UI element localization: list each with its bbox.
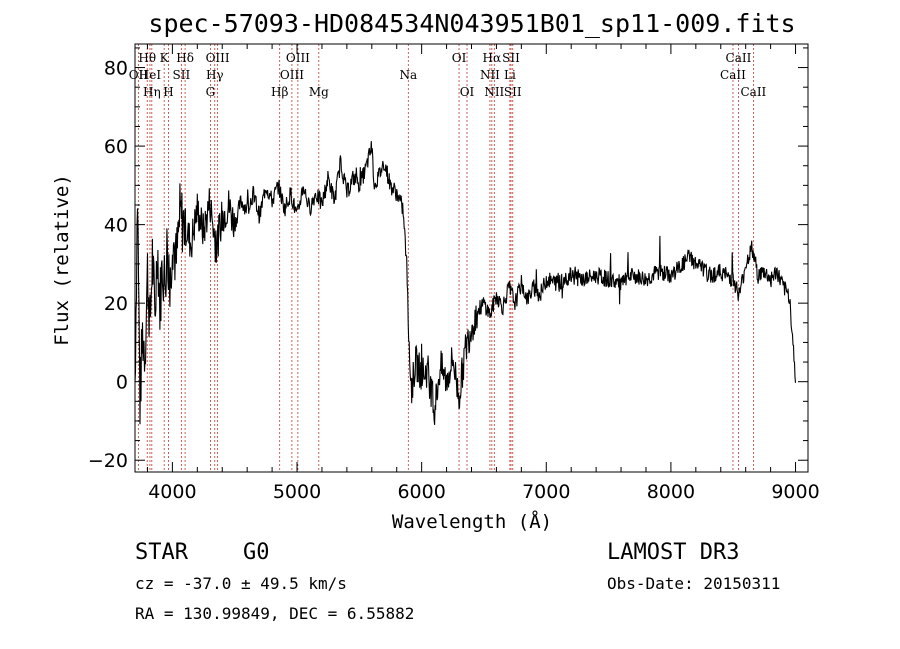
x-axis-label: Wavelength (Å): [392, 510, 552, 533]
spectral-lines: [137, 44, 754, 472]
spectral-line-label: Na: [399, 68, 417, 82]
spectral-line-label: G: [206, 85, 216, 99]
spectrum-series-line: [134, 141, 797, 425]
object-class: STAR: [135, 540, 189, 565]
spectral-line-label: OIII: [206, 51, 230, 65]
spectral-line-label: H: [163, 85, 173, 99]
coordinates: RA = 130.99849, DEC = 6.55882: [135, 604, 414, 623]
y-tick-label: 20: [104, 293, 128, 315]
spectral-line-label: OI: [460, 85, 475, 99]
x-tick-label: 6000: [397, 481, 445, 503]
y-tick-label: 40: [104, 215, 128, 237]
spectral-line-label: SII: [502, 51, 520, 65]
spectral-line-label: Hβ: [271, 85, 288, 99]
spectral-line-label: SII: [504, 85, 522, 99]
x-tick-label: 9000: [771, 481, 819, 503]
y-axis: −20 0 20 40 60 80: [88, 47, 808, 472]
chart-title: spec-57093-HD084534N043951B01_sp11-009.f…: [148, 9, 795, 38]
spectral-line-label: Hγ: [206, 68, 224, 82]
x-tick-label: 8000: [647, 481, 695, 503]
spectral-line-label: Mg: [309, 85, 329, 99]
x-tick-label: 4000: [148, 481, 196, 503]
x-axis: 4000 5000 6000 7000 8000 9000: [146, 44, 820, 503]
object-subclass: G0: [243, 540, 270, 565]
x-tick-label: 7000: [522, 481, 570, 503]
spectral-line-label: Hθ: [138, 51, 156, 65]
spectral-line-label: HeI: [139, 68, 162, 82]
y-tick-label: −20: [88, 450, 128, 472]
spectral-line-label: CaII: [720, 68, 746, 82]
spectral-line-label: NII: [484, 85, 504, 99]
spectral-line-label: Hη: [143, 85, 161, 99]
y-tick-label: 60: [104, 136, 128, 158]
spectral-line-label: Hδ: [176, 51, 194, 65]
spectral-line-label: OII: [129, 68, 149, 82]
survey-name: LAMOST DR3: [607, 540, 739, 565]
spectral-line-label: Hα: [483, 51, 502, 65]
y-tick-label: 80: [104, 58, 128, 80]
x-tick-label: 5000: [273, 481, 321, 503]
plot-frame: [134, 43, 809, 473]
spectral-line-label: OIII: [286, 51, 310, 65]
y-tick-label: 0: [116, 372, 128, 394]
spectral-line-label: NII: [480, 68, 500, 82]
spectral-line-label: CaII: [726, 51, 752, 65]
spectral-line-label: OIII: [280, 68, 304, 82]
spectral-line-label: K: [160, 51, 170, 65]
spectral-line-label: SII: [173, 68, 191, 82]
y-axis-label: Flux (relative): [51, 174, 73, 346]
redshift-velocity: cz = -37.0 ± 49.5 km/s: [135, 574, 347, 593]
spectral-line-label: CaII: [740, 85, 766, 99]
spectral-line-label: Li: [504, 68, 516, 82]
spectral-line-label: OI: [452, 51, 467, 65]
observation-date: Obs-Date: 20150311: [607, 574, 780, 593]
